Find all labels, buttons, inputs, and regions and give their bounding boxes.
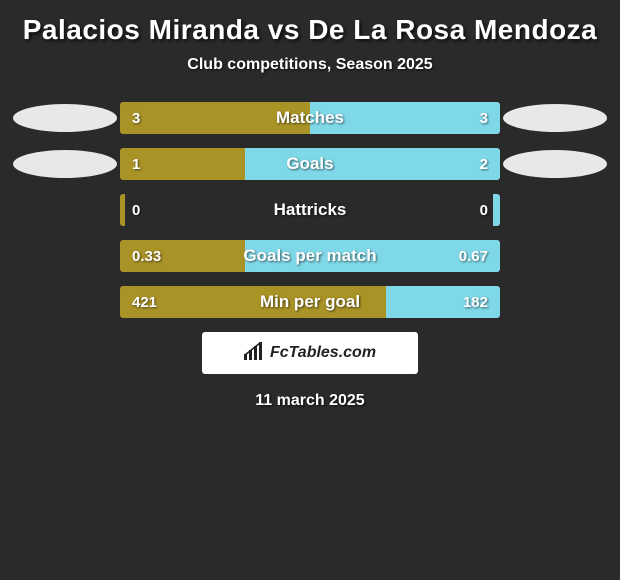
stat-bar-right bbox=[245, 240, 500, 272]
stat-row: 33Matches bbox=[10, 102, 610, 134]
stat-bar: 421182Min per goal bbox=[120, 286, 500, 318]
bars-icon bbox=[244, 342, 264, 365]
stat-value-right: 0 bbox=[480, 194, 488, 226]
stat-bar-right bbox=[310, 102, 500, 134]
stat-value-left: 0 bbox=[132, 194, 140, 226]
stat-bar-right bbox=[493, 194, 500, 226]
stat-bar: 0.330.67Goals per match bbox=[120, 240, 500, 272]
stat-bar-left bbox=[120, 286, 386, 318]
stat-bar-left bbox=[120, 240, 245, 272]
page-subtitle: Club competitions, Season 2025 bbox=[0, 56, 620, 102]
player-avatar-left bbox=[10, 104, 120, 132]
player-avatar-right bbox=[500, 150, 610, 178]
brand-badge[interactable]: FcTables.com bbox=[202, 332, 418, 374]
stat-bar-right bbox=[386, 286, 500, 318]
player-avatar-left bbox=[10, 150, 120, 178]
page-title: Palacios Miranda vs De La Rosa Mendoza bbox=[0, 8, 620, 56]
date-label: 11 march 2025 bbox=[0, 374, 620, 410]
stat-bar: 33Matches bbox=[120, 102, 500, 134]
stat-bar: 12Goals bbox=[120, 148, 500, 180]
stat-row: 12Goals bbox=[10, 148, 610, 180]
avatar-ellipse bbox=[13, 150, 117, 178]
brand-text: FcTables.com bbox=[270, 344, 376, 362]
player-avatar-right bbox=[500, 104, 610, 132]
stat-row: 421182Min per goal bbox=[10, 286, 610, 318]
stat-bar-left bbox=[120, 194, 125, 226]
stat-bar-left bbox=[120, 148, 245, 180]
stat-row: 0 0Hattricks bbox=[10, 194, 610, 226]
stat-bar: 0 0Hattricks bbox=[120, 194, 500, 226]
stat-row: 0.330.67Goals per match bbox=[10, 240, 610, 272]
avatar-ellipse bbox=[503, 104, 607, 132]
stat-bar-right bbox=[245, 148, 500, 180]
avatar-ellipse bbox=[13, 104, 117, 132]
stat-bar-left bbox=[120, 102, 310, 134]
avatar-ellipse bbox=[503, 150, 607, 178]
comparison-card: Palacios Miranda vs De La Rosa Mendoza C… bbox=[0, 0, 620, 410]
stats-list: 33Matches 12Goals 0 0Hattricks 0.330.67Goals… bbox=[10, 102, 610, 318]
stat-label: Hattricks bbox=[120, 194, 500, 226]
